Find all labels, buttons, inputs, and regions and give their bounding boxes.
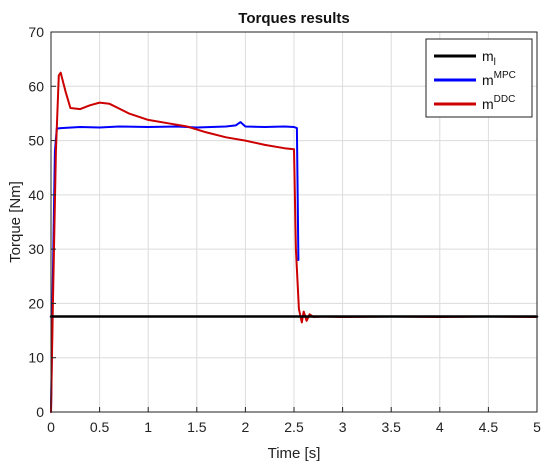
- legend-label-ddc: mDDC: [482, 94, 515, 112]
- y-axis-title: Torque [Nm]: [7, 181, 24, 263]
- y-tick-label: 60: [28, 78, 44, 94]
- y-tick-label: 70: [28, 24, 44, 40]
- x-tick-label: 4.5: [479, 419, 499, 435]
- x-tick-label: 0: [47, 419, 55, 435]
- legend-label-base: m: [482, 96, 494, 112]
- legend-label-superscript: DDC: [494, 94, 516, 105]
- x-tick-label: 2: [242, 419, 250, 435]
- x-axis-title: Time [s]: [268, 445, 321, 462]
- x-tick-label: 5: [533, 419, 541, 435]
- series-line-mpc: [50, 121, 300, 413]
- x-tick-label: 4: [436, 419, 444, 435]
- x-tick-label: 1.5: [187, 419, 207, 435]
- x-tick-label: 1: [144, 419, 152, 435]
- series-layer: [49, 71, 539, 413]
- y-tick-label: 0: [36, 404, 44, 420]
- legend-label-base: m: [482, 48, 494, 64]
- y-tick-label: 40: [28, 187, 44, 203]
- legend-label-l: ml: [482, 48, 496, 68]
- x-tick-label: 0.5: [90, 419, 110, 435]
- y-tick-label: 10: [28, 350, 44, 366]
- y-tick-label: 20: [28, 295, 44, 311]
- x-tick-label: 3: [339, 419, 347, 435]
- legend-label-mpc: mMPC: [482, 70, 516, 88]
- chart-title: Torques results: [238, 10, 349, 27]
- x-tick-label: 2.5: [284, 419, 304, 435]
- y-tick-label: 50: [28, 133, 44, 149]
- legend-label-base: m: [482, 72, 494, 88]
- x-tick-label: 3.5: [381, 419, 401, 435]
- legend-label-superscript: MPC: [494, 70, 516, 81]
- legend-label-subscript: l: [494, 57, 496, 68]
- y-tick-label: 30: [28, 241, 44, 257]
